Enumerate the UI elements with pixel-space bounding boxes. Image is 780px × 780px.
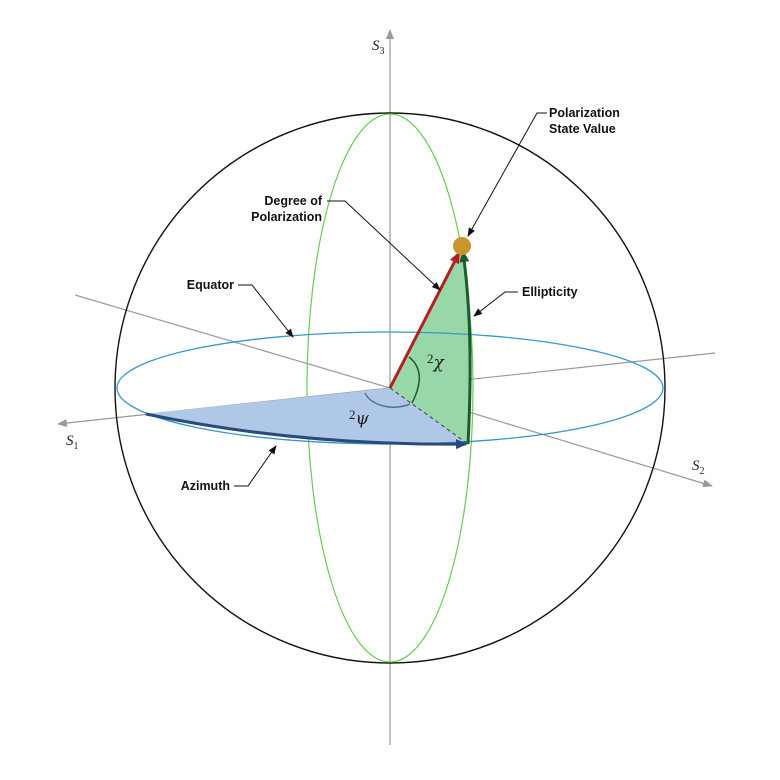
projection-line: [389, 387, 469, 445]
degree-label-line2: Polarization: [251, 210, 322, 224]
ellipticity-arc-arrow: [459, 250, 472, 445]
ellipticity-label: Ellipticity: [522, 285, 578, 299]
ellipticity-wedge: [390, 247, 470, 444]
equator-label: Equator: [187, 278, 234, 292]
s3-label: S3: [372, 38, 385, 57]
degree-label-line1: Degree of: [264, 194, 322, 208]
azimuth-wedge: [146, 388, 468, 445]
sphere-outline: [114, 112, 666, 664]
psi-label: 2ψ: [349, 407, 370, 429]
azimuth-arc-arrow: [145, 412, 468, 450]
degree-leader: [327, 200, 441, 291]
state-value-point: [453, 237, 471, 255]
psi-angle-arc: [364, 392, 411, 408]
chi-label: 2χ: [427, 351, 446, 373]
ellipticity-leader: [473, 291, 518, 317]
polarization-vector: [388, 251, 461, 389]
s2-label: S2: [692, 458, 705, 477]
state-value-label-line2: State Value: [549, 122, 616, 136]
equator-leader: [238, 284, 294, 338]
s1-axis-back: [74, 294, 391, 389]
state-value-leader: [467, 112, 547, 237]
azimuth-label: Azimuth: [181, 479, 230, 493]
azimuth-leader: [234, 445, 277, 487]
meridian-ellipse: [306, 113, 474, 663]
chi-angle-arc: [408, 356, 420, 404]
state-value-label-line1: Polarization: [549, 106, 620, 120]
s1-label: S1: [66, 433, 79, 452]
